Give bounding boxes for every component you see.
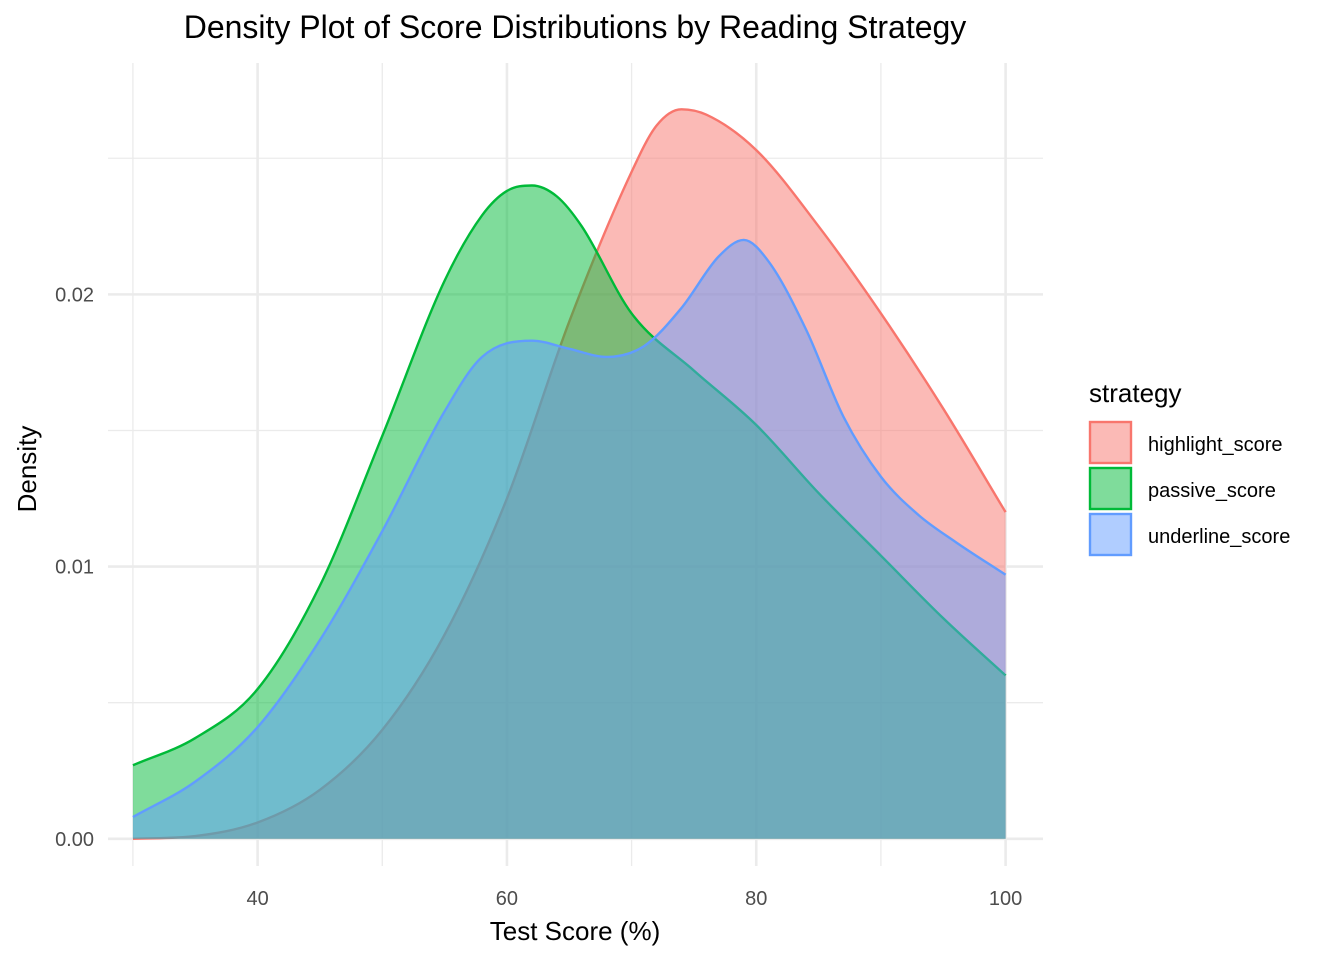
- x-tick-label: 40: [246, 888, 268, 910]
- legend-label: passive_score: [1148, 480, 1276, 502]
- x-tick-label: 100: [989, 888, 1022, 910]
- underline-score-area: [132, 239, 1006, 839]
- underline-score-line: [132, 238, 1007, 819]
- legend-swatch: [1088, 466, 1133, 511]
- y-tick-label: 0.02: [55, 284, 94, 306]
- legend: strategy highlight_score passive_scoreund…: [1088, 378, 1290, 557]
- y-axis-title: Density: [12, 426, 42, 513]
- legend-swatch: [1088, 512, 1133, 557]
- y-tick-label: 0.00: [55, 829, 94, 851]
- legend-label: underline_score: [1148, 526, 1290, 548]
- x-tick-label: 80: [745, 888, 767, 910]
- legend-swatch: [1088, 420, 1133, 465]
- legend-item: passive_score: [1088, 466, 1276, 511]
- x-tick-label: 60: [496, 888, 518, 910]
- legend-title: strategy: [1089, 378, 1182, 408]
- x-axis-ticks: 40 60 80 100: [246, 888, 1022, 910]
- x-axis-title: Test Score (%): [490, 916, 661, 946]
- y-tick-label: 0.01: [55, 557, 94, 579]
- legend-label: highlight_score: [1148, 434, 1283, 456]
- legend-item: underline_score: [1088, 512, 1290, 557]
- chart-title: Density Plot of Score Distributions by R…: [184, 9, 967, 45]
- y-axis-ticks: 0.00 0.01 0.02: [55, 284, 94, 850]
- legend-item: highlight_score: [1088, 420, 1283, 465]
- density-series: [132, 108, 1007, 840]
- legend-items: highlight_score passive_score underline_sc…: [1088, 420, 1290, 557]
